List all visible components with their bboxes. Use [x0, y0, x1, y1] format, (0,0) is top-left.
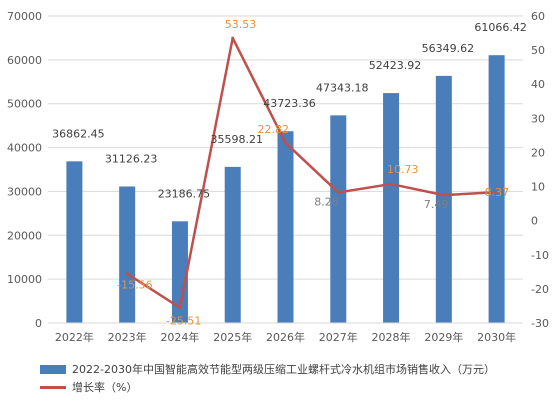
y-right-tick-label: 30: [531, 112, 545, 125]
bar: [66, 161, 83, 323]
line-value-label: -25.51: [166, 315, 201, 328]
legend-label-bar: 2022-2030年中国智能高效节能型两级压缩工业螺杆式冷水机组市场销售收入（万…: [72, 363, 495, 376]
bar-value-label: 35598.21: [210, 133, 263, 146]
y-left-tick-label: 10000: [7, 273, 42, 286]
y-left-tick-label: 40000: [7, 142, 42, 155]
bar-value-label: 56349.62: [422, 42, 475, 55]
line-value-label: 8.28: [314, 195, 339, 208]
bar: [171, 221, 188, 323]
y-right-tick-label: 10: [531, 181, 545, 194]
y-left-tick-label: 60000: [7, 54, 42, 67]
line-point: [495, 190, 499, 194]
y-right-tick-label: -30: [531, 317, 549, 330]
bar: [119, 186, 136, 323]
y-right-tick-label: 20: [531, 146, 545, 159]
legend-item-line: 增长率（%）: [40, 378, 495, 396]
y-right-tick-label: 60: [531, 10, 545, 23]
bar: [330, 115, 347, 324]
y-left-tick-label: 50000: [7, 98, 42, 111]
x-tick-label: 2028年: [372, 330, 411, 344]
x-tick-label: 2023年: [108, 330, 147, 344]
y-right-tick-label: -10: [531, 249, 549, 262]
y-right-tick-label: 0: [531, 215, 538, 228]
line-value-label: 8.37: [485, 186, 510, 199]
line-value-label: 53.53: [225, 18, 257, 31]
y-left-tick-label: 0: [35, 317, 42, 330]
x-tick-label: 2022年: [55, 330, 94, 344]
x-tick-label: 2027年: [319, 330, 358, 344]
line-point: [284, 141, 287, 145]
line-point: [125, 272, 129, 276]
line-point: [336, 190, 340, 194]
y-left-tick-label: 30000: [7, 185, 42, 198]
bar: [383, 93, 400, 323]
line-value-label: -15.56: [117, 279, 152, 292]
bar-value-label: 31126.23: [105, 152, 158, 165]
bar-value-label: 43723.36: [263, 97, 316, 110]
bar-value-label: 61066.42: [474, 21, 527, 34]
x-tick-label: 2030年: [477, 330, 516, 344]
line-point: [231, 36, 235, 40]
x-tick-label: 2026年: [266, 330, 305, 344]
line-value-label: 22.82: [258, 123, 290, 136]
growth-line: [126, 36, 497, 309]
bar-value-label: 36862.45: [52, 127, 105, 140]
y-left-tick-label: 70000: [7, 10, 42, 23]
y-right-tick-label: -20: [531, 283, 549, 296]
line-point: [442, 193, 446, 197]
bar: [224, 166, 241, 323]
x-tick-label: 2025年: [213, 330, 252, 344]
line-point: [389, 182, 393, 186]
bar-value-label: 47343.18: [316, 81, 369, 94]
bar: [488, 55, 505, 324]
bar: [435, 75, 452, 323]
y-right-tick-label: 50: [531, 44, 545, 57]
legend: 2022-2030年中国智能高效节能型两级压缩工业螺杆式冷水机组市场销售收入（万…: [40, 360, 495, 396]
bar-value-label: 52423.92: [369, 59, 422, 72]
bar-value-label: 23186.75: [158, 187, 211, 200]
line-point: [178, 306, 182, 310]
line-value-label: 10.73: [387, 163, 419, 176]
x-tick-label: 2024年: [160, 330, 199, 344]
legend-label-line: 增长率（%）: [72, 381, 138, 394]
bar: [277, 131, 294, 323]
legend-item-bar: 2022-2030年中国智能高效节能型两级压缩工业螺杆式冷水机组市场销售收入（万…: [40, 360, 495, 378]
y-left-tick-label: 20000: [7, 229, 42, 242]
legend-swatch-line: [40, 385, 66, 389]
legend-swatch-bar: [40, 364, 66, 374]
x-tick-label: 2029年: [424, 330, 463, 344]
line-value-label: 7.49: [424, 198, 449, 211]
y-right-tick-label: 40: [531, 78, 545, 91]
